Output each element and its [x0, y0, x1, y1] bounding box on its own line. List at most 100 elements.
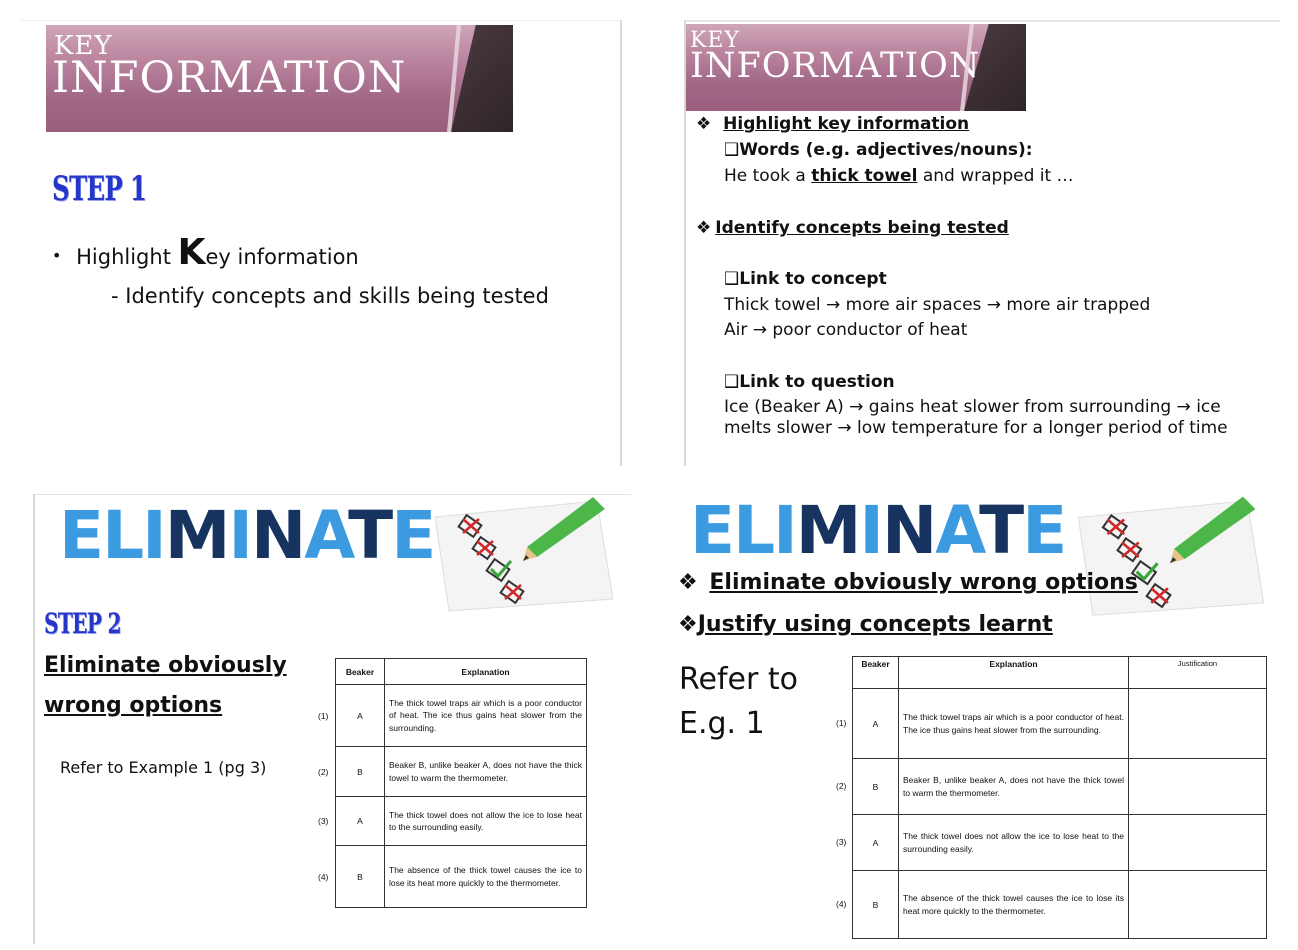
wordmark-part: I — [773, 492, 798, 569]
cell-explanation: The absence of the thick towel causes th… — [898, 870, 1129, 939]
cell-explanation: The thick towel traps air which is a poo… — [384, 684, 587, 747]
step-title: STEP 1 — [52, 169, 147, 209]
eliminate-wordmark: ELIMINATE — [690, 492, 1067, 569]
wordmark-part: M — [795, 492, 862, 569]
checkbox-icon: ❑ — [724, 372, 740, 392]
wordmark-part: I — [859, 492, 884, 569]
wordmark-part: A — [935, 492, 981, 569]
bullet-line: • Highlight Key information — [52, 235, 359, 271]
cell-beaker: B — [852, 870, 899, 939]
example-post: and wrapped it … — [917, 166, 1074, 186]
diamond-bullet-icon: ❖ — [678, 570, 698, 595]
cell-beaker: B — [335, 845, 385, 908]
explanation-table: Beaker Explanation A The thick towel tra… — [335, 658, 587, 908]
cell-explanation: The thick towel traps air which is a poo… — [898, 688, 1129, 759]
header-justification: Justification — [1128, 656, 1267, 689]
banner-information-text: INFORMATION — [52, 53, 407, 103]
slide-step1: KEY INFORMATION STEP 1 • Highlight Key i… — [20, 20, 622, 466]
wordmark-part: E — [391, 497, 436, 574]
example-keyword: thick towel — [811, 166, 918, 186]
words-line: ❑Words (e.g. adjectives/nouns): — [724, 140, 1033, 160]
table-row: A The thick towel does not allow the ice… — [852, 814, 1267, 871]
example-line: He took a thick towel and wrapped it … — [724, 166, 1074, 186]
refer-line-1: Refer to — [679, 662, 798, 697]
wordmark-part: I — [142, 497, 167, 574]
big-k: K — [177, 232, 206, 273]
concept-line-2: Air → poor conductor of heat — [724, 320, 968, 340]
table-row: B The absence of the thick towel causes … — [335, 845, 587, 908]
wordmark-part: E — [1022, 492, 1067, 569]
refer-text: Refer to Example 1 (pg 3) — [60, 758, 267, 777]
cell-justification[interactable] — [1128, 758, 1267, 815]
heading-highlight-text: Highlight key information — [723, 114, 970, 134]
header-explanation: Explanation — [384, 658, 587, 685]
bullet-text-pre: Highlight — [76, 245, 178, 269]
diamond-bullet-icon: ❖ — [678, 612, 698, 637]
wordmark-part: I — [228, 497, 253, 574]
bullet-text-post: ey information — [205, 245, 359, 269]
cell-beaker: A — [852, 688, 899, 759]
cell-beaker: B — [335, 746, 385, 797]
example-pre: He took a — [724, 166, 812, 186]
eliminate-wordmark: ELIMINATE — [59, 497, 436, 574]
cell-beaker: A — [852, 814, 899, 871]
banner-information-text: INFORMATION — [690, 46, 981, 86]
row-number: (1) — [836, 718, 847, 728]
cell-explanation: The absence of the thick towel causes th… — [384, 845, 587, 908]
wordmark-part: M — [164, 497, 231, 574]
table-row: B Beaker B, unlike beaker A, does not ha… — [852, 758, 1267, 815]
slide-step2: ELIMINATE STEP 2 Eliminate obviously wro… — [33, 494, 631, 944]
checkbox-icon: ❑ — [724, 269, 740, 289]
header-beaker: Beaker — [335, 658, 385, 685]
table-row: A The thick towel traps air which is a p… — [335, 684, 587, 747]
cell-justification[interactable] — [1128, 870, 1267, 939]
bullet-justify-text: Justify using concepts learnt — [697, 612, 1053, 637]
row-number: (3) — [318, 816, 329, 826]
heading-highlight: ❖ Highlight key information — [696, 114, 969, 134]
header-beaker: Beaker — [852, 656, 899, 689]
header-explanation: Explanation — [898, 656, 1129, 689]
refer-line-2: E.g. 1 — [679, 706, 765, 741]
table-header-row: Beaker Explanation Justification — [852, 656, 1267, 689]
checklist-pencil-icon — [434, 497, 614, 612]
step-title: STEP 2 — [44, 607, 122, 640]
bullet-justify: ❖Justify using concepts learnt — [678, 612, 1053, 637]
heading-line-1: Eliminate obviously — [44, 653, 287, 678]
cell-justification[interactable] — [1128, 688, 1267, 759]
link-question-line: ❑Link to question — [724, 372, 895, 392]
diamond-bullet-icon: ❖ — [696, 218, 712, 238]
row-number: (4) — [318, 872, 329, 882]
checklist-pencil-icon — [1077, 496, 1265, 616]
cell-explanation: The thick towel does not allow the ice t… — [898, 814, 1129, 871]
table-row: B The absence of the thick towel causes … — [852, 870, 1267, 939]
justification-table: Beaker Explanation Justification A The t… — [852, 656, 1267, 939]
bullet-eliminate-text: Eliminate obviously wrong options — [709, 570, 1138, 595]
wordmark-part: T — [348, 497, 393, 574]
link-concept-line: ❑Link to concept — [724, 269, 887, 289]
words-text: Words (e.g. adjectives/nouns): — [739, 140, 1033, 160]
checkbox-icon: ❑ — [724, 140, 740, 160]
table-header-row: Beaker Explanation — [335, 658, 587, 685]
heading-identify-text: Identify concepts being tested — [715, 218, 1009, 238]
key-information-banner: KEY INFORMATION — [686, 24, 1026, 111]
question-line-1: Ice (Beaker A) → gains heat slower from … — [724, 397, 1221, 417]
row-number: (4) — [836, 899, 847, 909]
sub-bullet: - Identify concepts and skills being tes… — [111, 284, 549, 308]
question-line-2: melts slower → low temperature for a lon… — [724, 418, 1228, 438]
slide-eliminate-justify: ELIMINATE ❖ Eliminate obviously wrong op… — [670, 490, 1280, 945]
row-number: (1) — [318, 711, 329, 721]
heading-identify: ❖ Identify concepts being tested — [696, 218, 1009, 238]
bullet-dot: • — [52, 246, 62, 265]
link-concept-text: Link to concept — [739, 269, 887, 289]
cell-beaker: A — [335, 796, 385, 846]
wordmark-part: EL — [59, 497, 144, 574]
cell-justification[interactable] — [1128, 814, 1267, 871]
heading-line-2: wrong options — [44, 693, 223, 718]
cell-explanation: The thick towel does not allow the ice t… — [384, 796, 587, 846]
banner-key-text: KEY — [690, 28, 741, 53]
wordmark-part: N — [881, 492, 937, 569]
wordmark-part: A — [304, 497, 350, 574]
banner-key-text: KEY — [54, 31, 113, 61]
cell-explanation: Beaker B, unlike beaker A, does not have… — [898, 758, 1129, 815]
cell-beaker: B — [852, 758, 899, 815]
